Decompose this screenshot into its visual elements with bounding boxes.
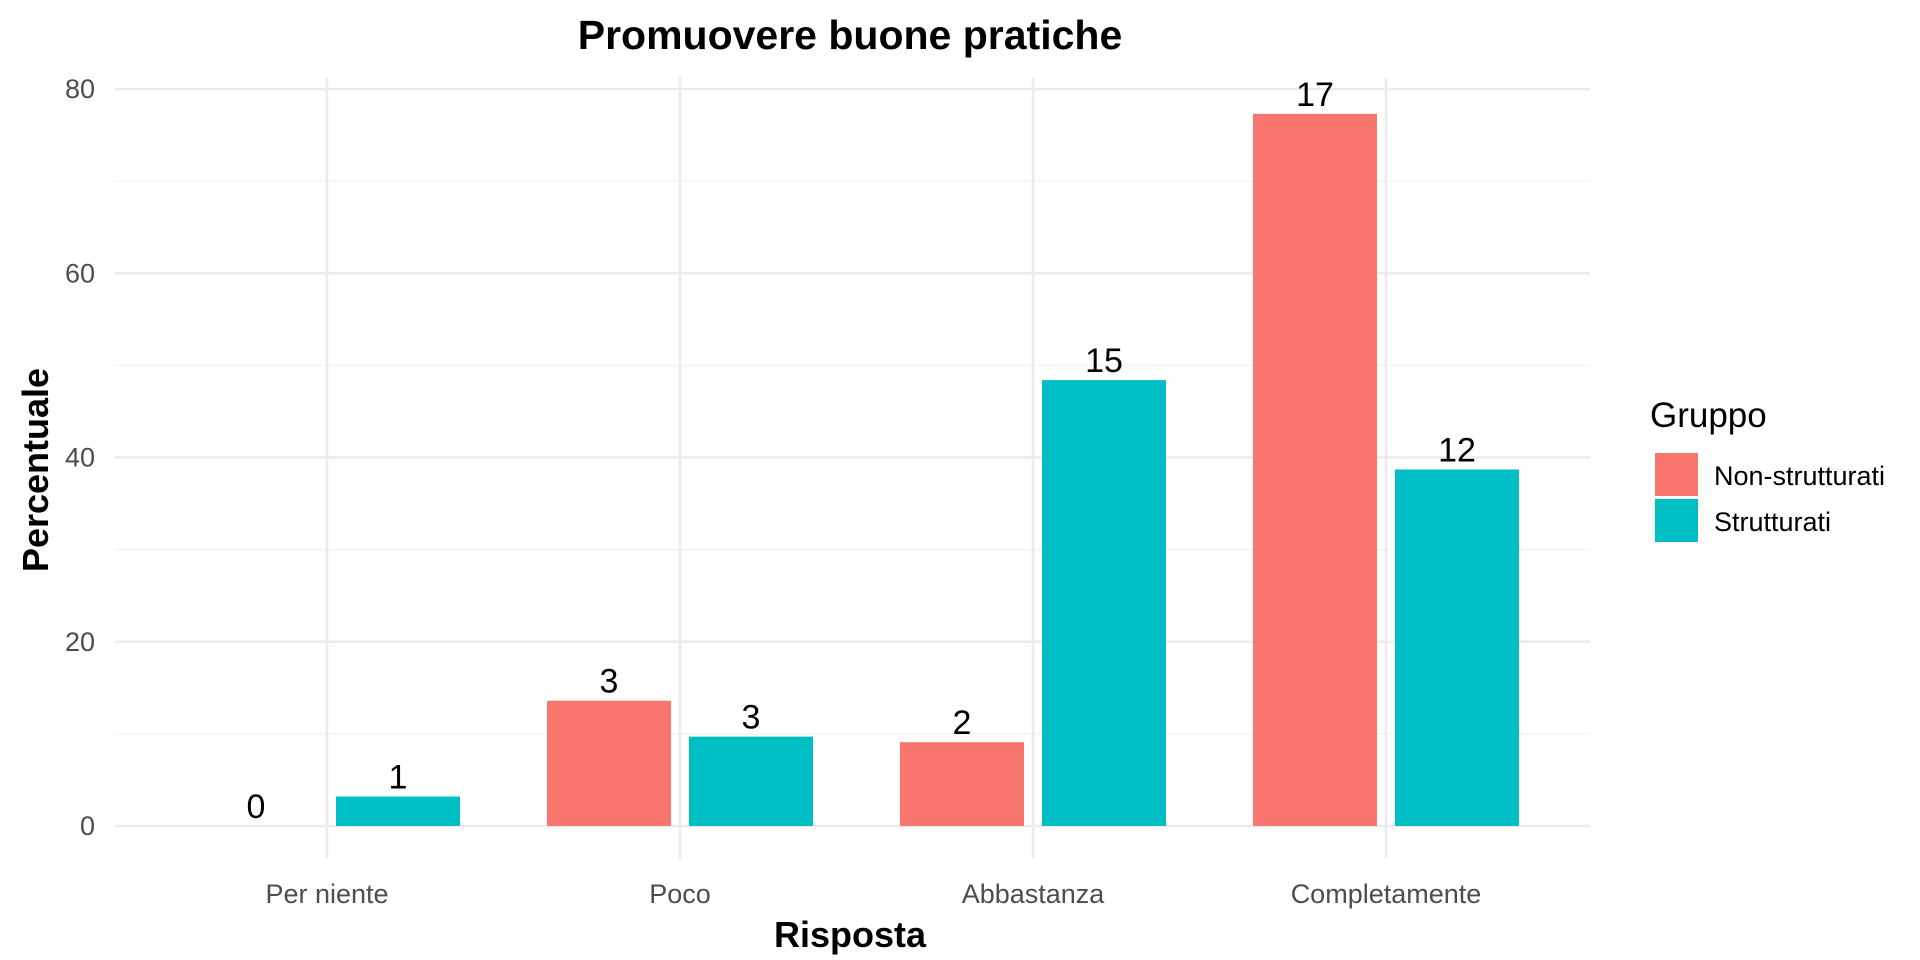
x-tick-label: Per niente — [265, 879, 388, 909]
x-tick-label: Poco — [649, 879, 711, 909]
x-tick-label: Abbastanza — [962, 879, 1106, 909]
bar-non-strutturati — [900, 742, 1024, 826]
y-tick-label: 0 — [80, 811, 95, 841]
bar-value-label: 17 — [1296, 76, 1334, 114]
bar-value-label: 3 — [600, 663, 619, 701]
bar-strutturati — [336, 796, 460, 826]
grid-layer — [115, 78, 1590, 858]
bar-value-label: 15 — [1085, 342, 1123, 380]
bar-value-label: 0 — [247, 788, 266, 826]
y-axis-title: Percentuale — [15, 368, 56, 572]
y-tick-label: 40 — [65, 443, 95, 473]
bar-strutturati — [689, 736, 813, 826]
y-tick-label: 20 — [65, 627, 95, 657]
legend-key-strutturati — [1655, 499, 1698, 542]
x-axis-title: Risposta — [774, 914, 927, 955]
bar-strutturati — [1395, 469, 1519, 826]
legend-title: Gruppo — [1650, 396, 1767, 435]
chart-title: Promuovere buone pratiche — [578, 12, 1123, 58]
bar-value-label: 3 — [742, 699, 761, 737]
bar-value-label: 12 — [1438, 431, 1476, 469]
legend-key-non-strutturati — [1655, 453, 1698, 496]
label-layer: 0 3 2 17 1 3 15 12 — [247, 76, 1476, 826]
y-tick-label: 60 — [65, 258, 95, 288]
legend-label-strutturati: Strutturati — [1714, 507, 1831, 537]
legend-label-non-strutturati: Non-strutturati — [1714, 461, 1885, 491]
bar-non-strutturati — [1253, 113, 1377, 826]
bar-layer — [336, 113, 1519, 826]
legend: Gruppo Non-strutturati Strutturati — [1650, 396, 1885, 542]
x-tick-label: Completamente — [1291, 879, 1482, 909]
y-tick-label: 80 — [65, 74, 95, 104]
bar-value-label: 2 — [953, 704, 972, 742]
bar-value-label: 1 — [389, 759, 408, 797]
bar-non-strutturati — [547, 700, 671, 826]
bar-strutturati — [1042, 380, 1166, 826]
